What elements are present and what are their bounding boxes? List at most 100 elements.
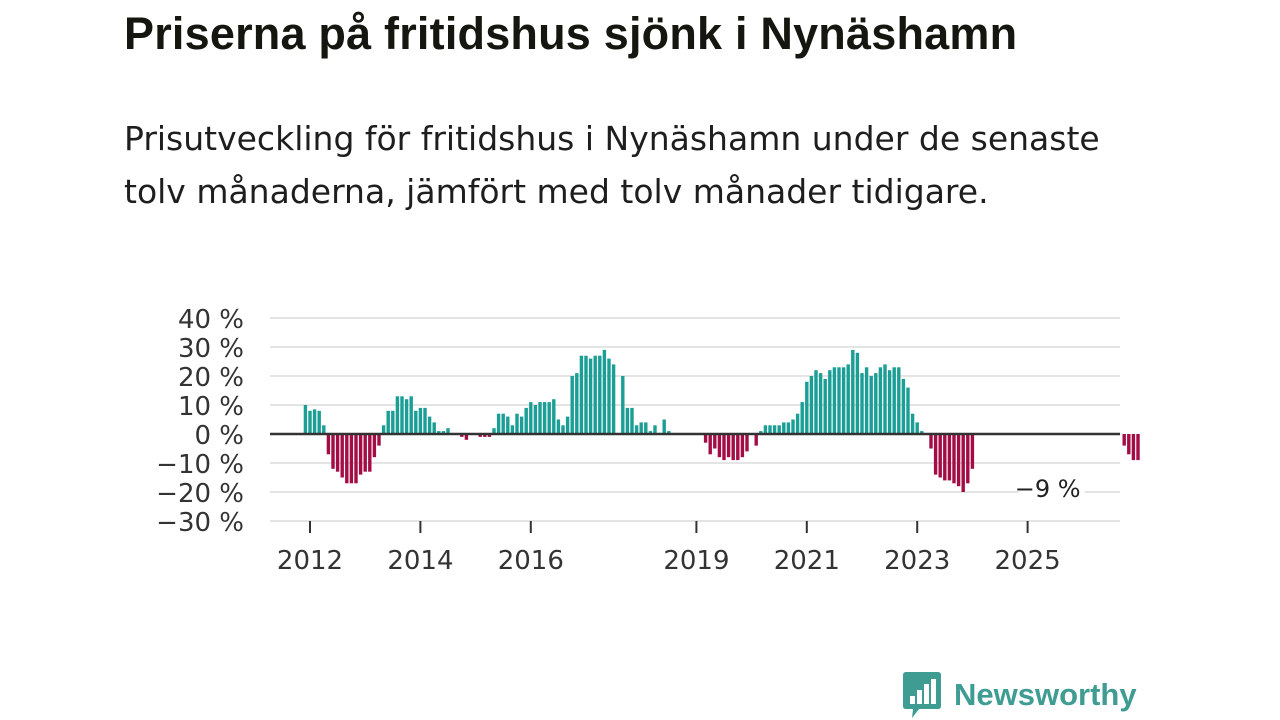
- y-tick-label: −30 %: [156, 508, 244, 538]
- bar: [464, 434, 469, 440]
- bar: [630, 407, 634, 434]
- x-tick-label: 2025: [995, 546, 1061, 576]
- bar: [786, 422, 791, 434]
- bar: [901, 378, 906, 434]
- y-tick-label: 0 %: [194, 421, 244, 451]
- bar: [874, 373, 878, 434]
- bar: [386, 410, 390, 434]
- y-tick-label: 20 %: [178, 363, 244, 393]
- bar: [575, 373, 579, 434]
- y-tick-label: 10 %: [178, 392, 244, 422]
- bar: [759, 431, 763, 434]
- bar: [832, 367, 837, 434]
- bar: [768, 425, 772, 434]
- bar: [437, 431, 441, 434]
- bar: [828, 370, 832, 434]
- bar: [818, 373, 823, 434]
- bar: [345, 434, 349, 484]
- bar: [736, 434, 740, 461]
- bar: [639, 422, 643, 434]
- bar: [892, 367, 896, 434]
- bar: [1131, 434, 1136, 461]
- annotation-bg: [1018, 475, 1085, 506]
- bar: [570, 376, 574, 434]
- bar: [409, 396, 413, 434]
- bar: [322, 425, 326, 434]
- bar: [805, 381, 809, 434]
- bar: [915, 422, 919, 434]
- bar: [864, 367, 869, 434]
- x-axis-ticks: 2012 2014 2016 2019 2021 2023 2025: [277, 521, 1061, 576]
- bar: [501, 413, 505, 434]
- bar: [552, 399, 556, 434]
- bar: [722, 434, 726, 461]
- bar: [621, 376, 625, 434]
- bar: [602, 349, 607, 434]
- bar: [317, 410, 321, 434]
- bar: [381, 425, 386, 434]
- bar: [952, 434, 956, 484]
- bar: [368, 434, 372, 472]
- bar: [478, 434, 482, 437]
- latest-value-label: −9 %: [1015, 475, 1081, 503]
- x-tick-label: 2012: [277, 546, 343, 576]
- bar: [713, 434, 717, 449]
- bar: [395, 396, 400, 434]
- bar: [860, 373, 864, 434]
- bar: [772, 425, 777, 434]
- bar: [708, 434, 712, 455]
- brand-name: Newsworthy: [954, 677, 1137, 712]
- bar: [529, 402, 533, 434]
- bar: [800, 402, 804, 434]
- bar: [943, 434, 947, 481]
- bar: [492, 428, 496, 434]
- bar: [970, 434, 975, 469]
- bar: [565, 416, 570, 434]
- bar: [446, 428, 450, 434]
- bar: [354, 434, 358, 484]
- bar: [1136, 434, 1140, 461]
- bar: [483, 434, 487, 437]
- bar: [956, 434, 961, 487]
- bar: [1122, 434, 1126, 446]
- bar: [349, 434, 354, 484]
- bar: [966, 434, 970, 484]
- bar: [423, 407, 427, 434]
- x-tick-label: 2019: [663, 546, 729, 576]
- bar: [869, 376, 873, 434]
- bar: [961, 434, 965, 492]
- bar: [432, 422, 436, 434]
- bar: [538, 402, 542, 434]
- page-subtitle: Prisutveckling för fritidshus i Nynäsham…: [124, 119, 1100, 211]
- bar: [910, 413, 915, 434]
- bar: [648, 431, 653, 434]
- x-tick-label: 2023: [884, 546, 950, 576]
- bar: [593, 355, 597, 434]
- bar: [634, 425, 639, 434]
- bar: [1127, 434, 1131, 455]
- bar: [887, 370, 892, 434]
- bar: [920, 431, 924, 434]
- bar: [841, 367, 846, 434]
- bar: [335, 434, 340, 472]
- annotation-layer: −9 %: [1015, 475, 1085, 506]
- bar: [754, 434, 758, 446]
- bar: [358, 434, 363, 475]
- bar: [460, 434, 464, 437]
- bar: [851, 349, 855, 434]
- bar: [400, 396, 404, 434]
- y-tick-label: 30 %: [178, 334, 244, 364]
- y-axis-tick-labels: 40 %30 %20 %10 %0 %−10 %−20 %−30 %: [156, 305, 244, 538]
- bar: [855, 352, 860, 434]
- bar: [515, 413, 519, 434]
- bar: [938, 434, 942, 478]
- bar: [740, 434, 745, 458]
- bar: [418, 407, 423, 434]
- bar: [506, 416, 510, 434]
- bar: [308, 410, 312, 434]
- bar: [823, 378, 827, 434]
- bar: [519, 416, 524, 434]
- bar: [533, 405, 538, 434]
- bar: [363, 434, 367, 472]
- bar: [510, 425, 515, 434]
